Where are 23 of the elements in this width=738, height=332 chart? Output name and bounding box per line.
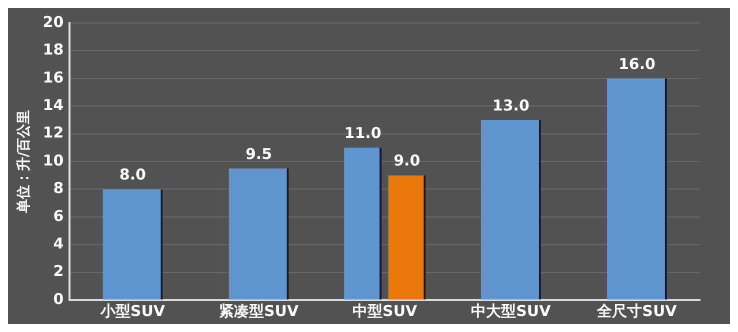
data-label: 8.0 [119, 166, 146, 184]
x-tick-label: 中大型SUV [471, 302, 552, 320]
data-label: 16.0 [618, 54, 656, 73]
y-tick-label: 6 [53, 206, 64, 225]
y-tick-label: 12 [42, 124, 64, 142]
x-tick-label: 小型SUV [99, 302, 166, 320]
y-tick-label: 16 [42, 68, 64, 86]
y-tick-label: 18 [42, 40, 64, 59]
data-label: 11.0 [344, 124, 382, 142]
x-tick-label: 紧凑型SUV [218, 302, 299, 320]
y-tick-label: 20 [42, 12, 64, 31]
data-label: 9.5 [245, 144, 272, 163]
y-tick-label: 10 [42, 151, 64, 170]
y-tick-label: 8 [53, 179, 64, 198]
data-label: 13.0 [492, 96, 530, 114]
y-tick-label: 0 [53, 290, 64, 308]
y-tick-label: 4 [53, 234, 64, 252]
y-tick-label: 2 [53, 262, 64, 280]
x-tick-label: 中型SUV [352, 302, 418, 320]
data-label: 9.0 [394, 152, 420, 170]
y-axis-title: 单位：升/百公里 [15, 110, 32, 214]
x-tick-label: 全尺寸SUV [596, 302, 678, 320]
y-tick-label: 14 [42, 96, 64, 114]
